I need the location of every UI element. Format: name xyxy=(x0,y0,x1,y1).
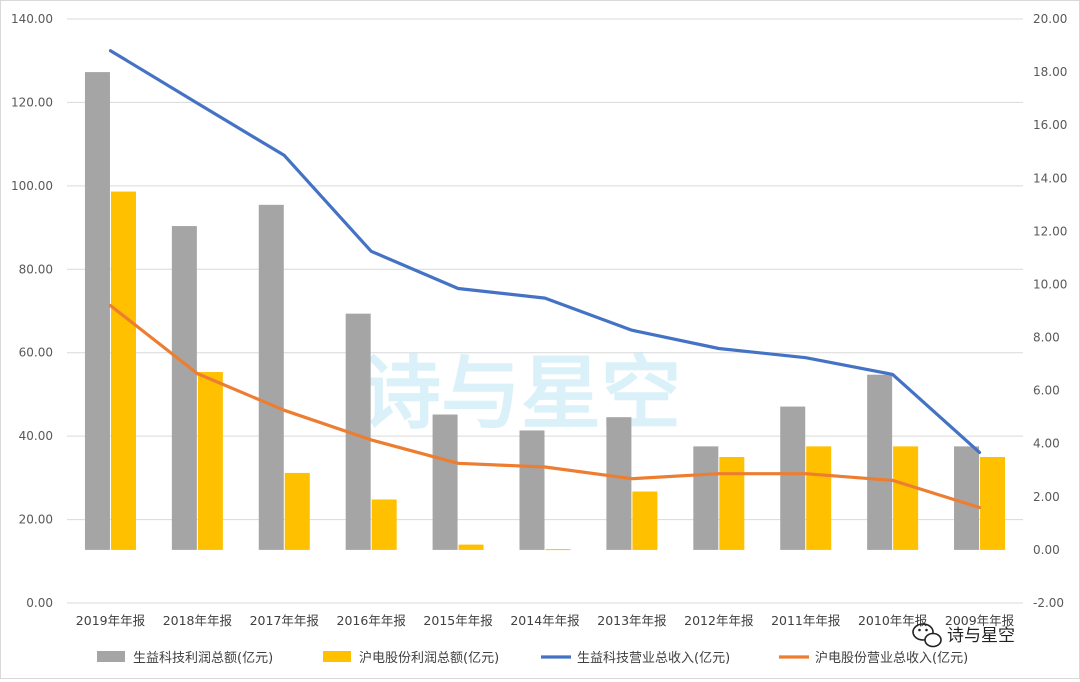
category-label: 2014年年报 xyxy=(510,613,580,628)
bar-shengyi-profit xyxy=(171,226,197,550)
category-label: 2012年年报 xyxy=(684,613,754,628)
left-tick-label: 140.00 xyxy=(11,12,53,26)
bar-huadian-profit xyxy=(980,457,1006,550)
bar-shengyi-profit xyxy=(606,417,632,550)
left-tick-label: 40.00 xyxy=(19,429,53,443)
legend-swatch xyxy=(323,651,351,662)
lines xyxy=(108,49,982,510)
bar-shengyi-profit xyxy=(780,406,806,550)
bar-huadian-profit xyxy=(197,372,223,550)
right-tick-label: 14.00 xyxy=(1033,171,1067,185)
legend-item: 沪电股份利润总额(亿元) xyxy=(323,650,499,666)
right-tick-label: -2.00 xyxy=(1033,596,1064,610)
legend-label: 生益科技利润总额(亿元) xyxy=(133,651,273,666)
category-label: 2013年年报 xyxy=(597,613,667,628)
legend: 生益科技利润总额(亿元) 沪电股份利润总额(亿元) 生益科技营业总收入(亿元) 沪电股… xyxy=(97,650,968,666)
brand-mark: 诗与星空 xyxy=(912,623,1015,648)
legend-label: 生益科技营业总收入(亿元) xyxy=(577,651,730,666)
left-axis: 0.00 20.00 40.00 60.00 80.00 100.00 120.00 140.… xyxy=(11,12,53,610)
bar-shengyi-profit xyxy=(954,446,980,550)
left-tick-label: 0.00 xyxy=(26,596,53,610)
category-label: 2018年年报 xyxy=(163,613,233,628)
category-label: 2011年年报 xyxy=(771,613,841,628)
bars xyxy=(84,72,1006,551)
watermark: 诗与星空 xyxy=(361,347,681,440)
right-tick-label: 10.00 xyxy=(1033,277,1067,291)
bar-shengyi-profit xyxy=(693,446,719,550)
legend-label: 沪电股份营业总收入(亿元) xyxy=(815,650,968,666)
right-tick-label: 8.00 xyxy=(1033,331,1060,345)
category-label: 2016年年报 xyxy=(337,613,407,628)
right-tick-label: 20.00 xyxy=(1033,12,1067,26)
bar-shengyi-profit xyxy=(519,430,545,550)
line-shengyi-revenue xyxy=(108,49,982,454)
legend-item: 生益科技利润总额(亿元) xyxy=(97,651,273,666)
bar-shengyi-profit xyxy=(258,204,284,550)
bar-shengyi-profit xyxy=(432,414,458,550)
right-tick-label: 2.00 xyxy=(1033,490,1060,504)
bar-huadian-profit xyxy=(110,191,136,550)
left-tick-label: 100.00 xyxy=(11,179,53,193)
right-axis: -2.00 0.00 2.00 4.00 6.00 8.00 10.00 12.00 14.00… xyxy=(1033,12,1067,610)
left-tick-label: 120.00 xyxy=(11,95,53,109)
gridlines xyxy=(67,18,1023,604)
bar-shengyi-profit xyxy=(867,374,893,550)
bar-huadian-profit xyxy=(719,457,745,550)
line-huadian-revenue xyxy=(108,304,982,510)
category-label: 2010年年报 xyxy=(858,613,928,628)
right-tick-label: 4.00 xyxy=(1033,437,1060,451)
bar-huadian-profit xyxy=(632,491,658,550)
bar-shengyi-profit xyxy=(84,72,110,550)
bar-huadian-profit xyxy=(458,544,484,550)
right-tick-label: 12.00 xyxy=(1033,224,1067,238)
right-tick-label: 16.00 xyxy=(1033,118,1067,132)
legend-swatch xyxy=(97,651,125,662)
left-tick-label: 20.00 xyxy=(19,513,53,527)
category-label: 2019年年报 xyxy=(76,613,146,628)
brand-text: 诗与星空 xyxy=(947,626,1015,646)
bar-huadian-profit xyxy=(284,472,310,550)
category-label: 2017年年报 xyxy=(250,613,320,628)
bar-huadian-profit xyxy=(545,549,571,551)
category-label: 2009年年报 xyxy=(945,613,1015,628)
legend-label: 沪电股份利润总额(亿元) xyxy=(359,650,499,666)
legend-item: 生益科技营业总收入(亿元) xyxy=(541,651,730,666)
bar-huadian-profit xyxy=(371,499,397,550)
wechat-icon xyxy=(912,623,942,648)
left-tick-label: 60.00 xyxy=(19,346,53,360)
category-label: 2015年年报 xyxy=(423,613,493,628)
category-axis: 2019年年报 2018年年报 2017年年报 2016年年报 2015年年报 2014年… xyxy=(76,613,1015,628)
right-tick-label: 0.00 xyxy=(1033,543,1060,557)
right-tick-label: 6.00 xyxy=(1033,384,1060,398)
right-tick-label: 18.00 xyxy=(1033,65,1067,79)
legend-item: 沪电股份营业总收入(亿元) xyxy=(779,650,968,666)
left-tick-label: 80.00 xyxy=(19,262,53,276)
bar-huadian-profit xyxy=(806,446,832,550)
bar-huadian-profit xyxy=(893,446,919,550)
